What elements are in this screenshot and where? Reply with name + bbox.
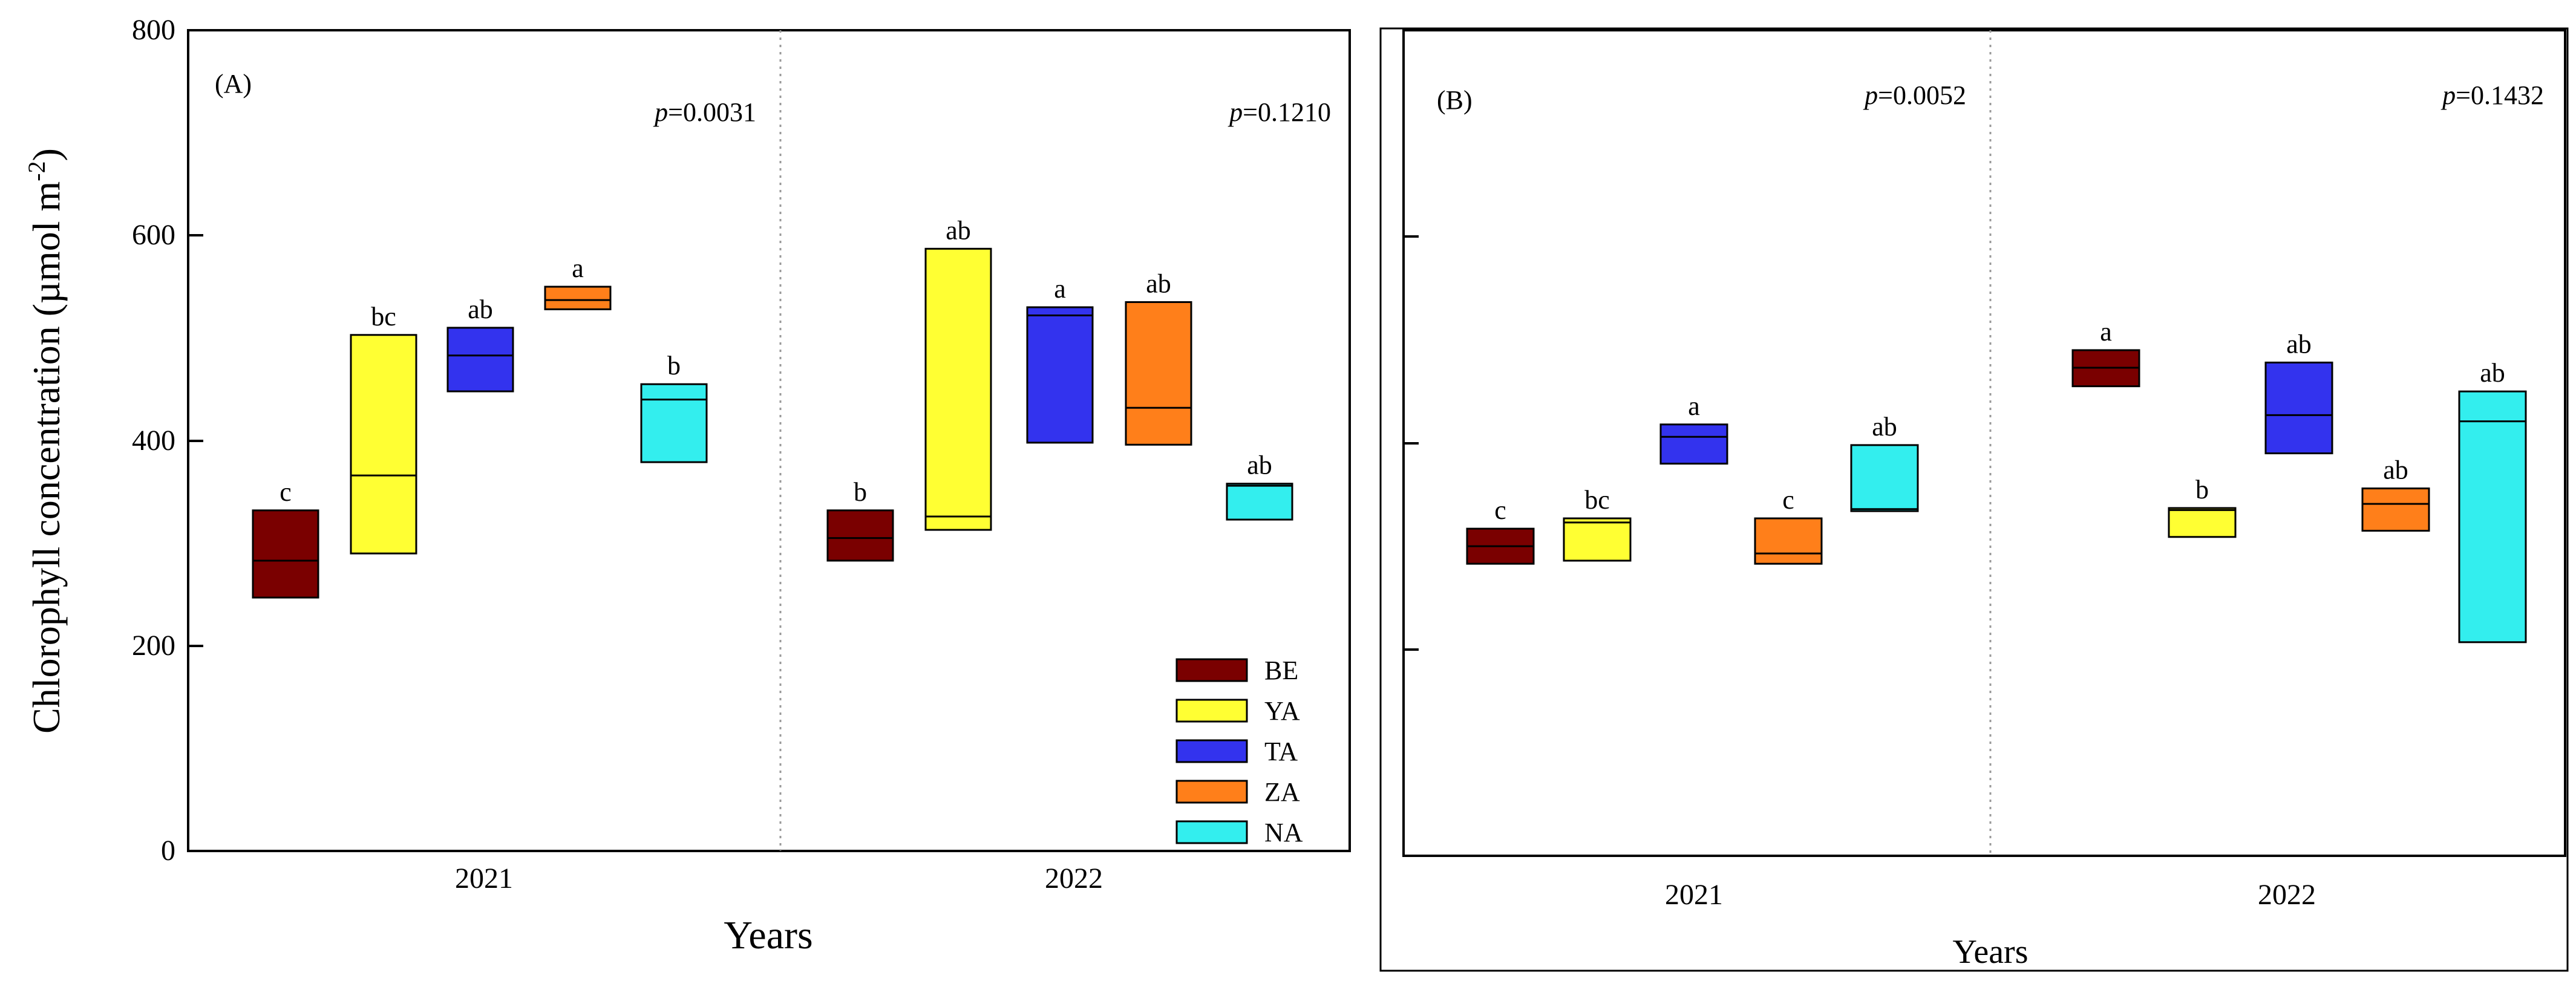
bar-ya: [1563, 517, 1632, 562]
significance-letter-ya: bc: [1584, 485, 1610, 515]
significance-letter-ya: bc: [371, 302, 396, 331]
significance-letter-ta: a: [1688, 391, 1700, 421]
bar-ta: [2264, 361, 2333, 455]
legend-swatch-ta: [1175, 739, 1248, 763]
legend-swatch-za: [1175, 780, 1248, 804]
legend-label-na: NA: [1264, 818, 1303, 847]
bar-ta: [446, 327, 514, 393]
significance-letter-za: a: [572, 253, 584, 283]
p-value-number: =0.0052: [1878, 80, 1966, 110]
x-tick-label: 2022: [1045, 862, 1103, 895]
panel-b-label: (B): [1437, 85, 1473, 115]
significance-letter-be: b: [854, 477, 867, 507]
significance-letter-na: ab: [2480, 358, 2505, 388]
p-value-symbol: p: [1863, 80, 1878, 110]
x-tick-label: 2022: [2258, 879, 2316, 911]
legend-swatch-ya: [1175, 699, 1248, 723]
significance-letter-ta: ab: [468, 295, 493, 324]
bar-na: [640, 383, 708, 463]
p-value-number: =0.1432: [2456, 80, 2544, 110]
y-axis-title: Chlorophyll concentration (µmol m-2): [23, 148, 68, 734]
significance-letter-za: c: [1782, 485, 1794, 515]
panel-a-group-1: 2022 p=0.1210: [1045, 97, 1331, 895]
bar-na: [2458, 390, 2527, 644]
bar-na: [1226, 483, 1293, 521]
legend-swatch-na: [1175, 820, 1248, 844]
panel-a-y-axis: 0 200 400 600 800: [132, 14, 203, 867]
p-value: p=0.0052: [1863, 80, 1966, 110]
bar-be: [252, 509, 319, 599]
y-tick-label: 200: [132, 630, 175, 662]
significance-letter-na: ab: [1872, 412, 1897, 442]
bar-za: [2361, 487, 2430, 532]
legend-label-be: BE: [1264, 656, 1298, 685]
significance-letter-na: b: [667, 351, 681, 380]
legend: BE YA TA ZA NA: [1175, 656, 1303, 847]
panel-a-group-0: 2021 p=0.0031: [455, 97, 756, 895]
panel-b-y-axis: [1404, 29, 1419, 857]
p-value: p=0.0031: [653, 97, 756, 127]
panel-b-outer-border: [1379, 27, 2569, 972]
panel-b-xlabel: Years: [1953, 933, 2028, 971]
x-tick-label: 2021: [455, 862, 513, 895]
significance-letter-ta: ab: [2286, 329, 2312, 359]
significance-letter-na: ab: [1247, 451, 1272, 480]
bar-ya: [924, 247, 992, 531]
significance-letter-be: c: [1494, 495, 1506, 525]
panel-a-label: (A): [215, 69, 252, 99]
y-tick-label: 600: [132, 219, 175, 251]
bar-na: [1850, 444, 1919, 512]
bar-ta: [1659, 423, 1728, 465]
y-tick-label: 0: [161, 835, 175, 867]
p-value-number: =0.1210: [1243, 97, 1331, 127]
panel-a-xlabel: Years: [724, 913, 812, 957]
significance-letter-be: c: [280, 477, 292, 507]
bar-ya: [2168, 507, 2237, 538]
legend-label-ya: YA: [1264, 696, 1300, 726]
x-tick-label: 2021: [1665, 879, 1723, 911]
y-tick-label: 800: [132, 14, 175, 46]
legend-swatch-be: [1175, 658, 1248, 682]
bar-za: [1754, 517, 1823, 565]
p-value-symbol: p: [653, 97, 668, 127]
legend-label-za: ZA: [1264, 777, 1300, 807]
bar-be: [826, 509, 894, 562]
significance-letter-ta: a: [1054, 274, 1066, 304]
panel-b-group-1: 2022 p=0.1432: [2258, 80, 2544, 911]
p-value: p=0.1432: [2440, 80, 2544, 110]
y-axis-title-end: ): [25, 148, 68, 161]
panel-b-frame: [1402, 29, 2566, 857]
y-axis-title-sup: -2: [23, 161, 50, 181]
legend-label-ta: TA: [1264, 737, 1298, 766]
significance-letter-za: ab: [1146, 269, 1171, 299]
significance-letter-ya: ab: [946, 215, 971, 245]
significance-letter-be: a: [2100, 317, 2112, 347]
p-value: p=0.1210: [1228, 97, 1331, 127]
significance-letter-za: ab: [2383, 455, 2408, 485]
p-value-symbol: p: [2440, 80, 2456, 110]
bar-ta: [1026, 306, 1094, 444]
p-value-symbol: p: [1228, 97, 1243, 127]
panel-b-group-0: 2021 p=0.0052: [1665, 80, 1966, 911]
y-axis-title-main: Chlorophyll concentration (µmol m: [25, 181, 68, 734]
bar-za: [1125, 301, 1192, 446]
p-value-number: =0.0031: [668, 97, 756, 127]
bar-ya: [350, 334, 417, 555]
bar-za: [544, 285, 612, 310]
significance-letter-ya: b: [2195, 475, 2209, 504]
y-tick-label: 400: [132, 425, 175, 457]
panel-a: (A) Years 0 200 400 600 800 Chlorophyll …: [23, 14, 1351, 957]
